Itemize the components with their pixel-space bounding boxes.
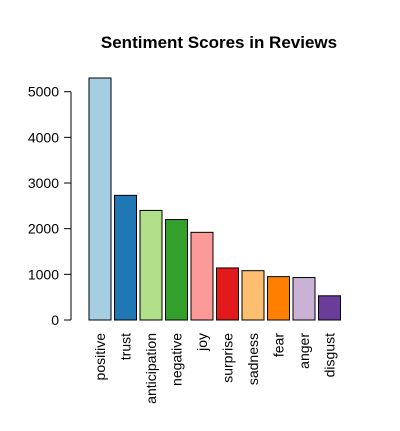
bars (88, 77, 341, 321)
x-tick-label: anticipation (143, 333, 159, 404)
bar-joy (190, 231, 214, 321)
y-tick-label: 3000 (28, 175, 59, 191)
bar-surprise (216, 267, 239, 321)
chart-title: Sentiment Scores in Reviews (101, 33, 337, 52)
x-tick-label: negative (169, 333, 185, 386)
x-tick-label: anger (296, 333, 312, 369)
bar-fear (267, 276, 290, 321)
x-tick-label: sadness (245, 333, 261, 385)
y-tick-label: 5000 (28, 84, 59, 100)
x-axis-labels: positive trust anticipation negative joy surp… (92, 333, 338, 404)
bar-sadness (241, 270, 265, 321)
y-tick-label: 0 (51, 312, 59, 328)
y-axis: 0 1000 2000 3000 4000 5000 (28, 84, 72, 328)
bar-positive (88, 77, 112, 321)
bar-disgust (318, 295, 341, 321)
x-tick-label: surprise (220, 333, 236, 383)
y-tick-label: 2000 (28, 221, 59, 237)
x-tick-label: positive (92, 333, 108, 381)
bar-anticipation (139, 209, 163, 321)
x-tick-label: disgust (322, 333, 338, 377)
bar-trust (114, 194, 137, 321)
y-tick-label: 4000 (28, 129, 59, 145)
y-tick-label: 1000 (28, 266, 59, 282)
x-tick-label: joy (194, 333, 210, 352)
x-tick-label: fear (271, 333, 287, 357)
bar-negative (165, 219, 188, 321)
x-tick-label: trust (118, 333, 134, 360)
bar-anger (292, 277, 316, 321)
